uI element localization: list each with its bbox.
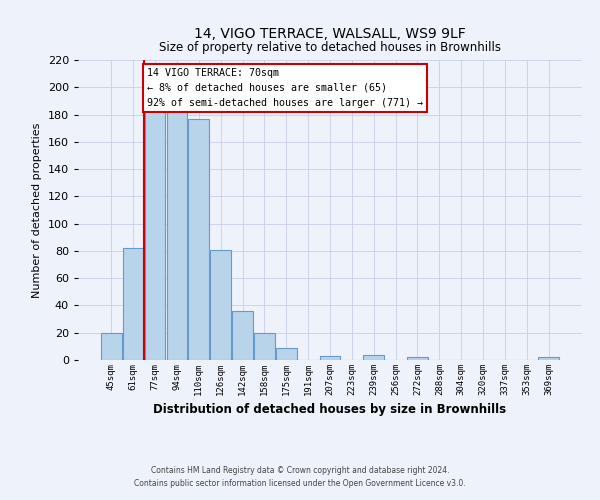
Bar bbox=[210, 250, 231, 360]
Bar bbox=[254, 332, 275, 360]
Text: Contains HM Land Registry data © Crown copyright and database right 2024.
Contai: Contains HM Land Registry data © Crown c… bbox=[134, 466, 466, 487]
Bar bbox=[320, 356, 340, 360]
Bar bbox=[188, 118, 209, 360]
Bar bbox=[276, 348, 296, 360]
Bar bbox=[145, 110, 166, 360]
Text: Size of property relative to detached houses in Brownhills: Size of property relative to detached ho… bbox=[159, 41, 501, 54]
Text: 14, VIGO TERRACE, WALSALL, WS9 9LF: 14, VIGO TERRACE, WALSALL, WS9 9LF bbox=[194, 28, 466, 42]
Text: 14 VIGO TERRACE: 70sqm
← 8% of detached houses are smaller (65)
92% of semi-deta: 14 VIGO TERRACE: 70sqm ← 8% of detached … bbox=[148, 68, 424, 108]
Bar bbox=[101, 332, 122, 360]
Bar bbox=[167, 110, 187, 360]
Bar bbox=[364, 354, 384, 360]
Bar bbox=[232, 311, 253, 360]
Bar bbox=[407, 358, 428, 360]
Bar bbox=[123, 248, 143, 360]
Bar bbox=[538, 358, 559, 360]
X-axis label: Distribution of detached houses by size in Brownhills: Distribution of detached houses by size … bbox=[154, 404, 506, 416]
Y-axis label: Number of detached properties: Number of detached properties bbox=[32, 122, 42, 298]
